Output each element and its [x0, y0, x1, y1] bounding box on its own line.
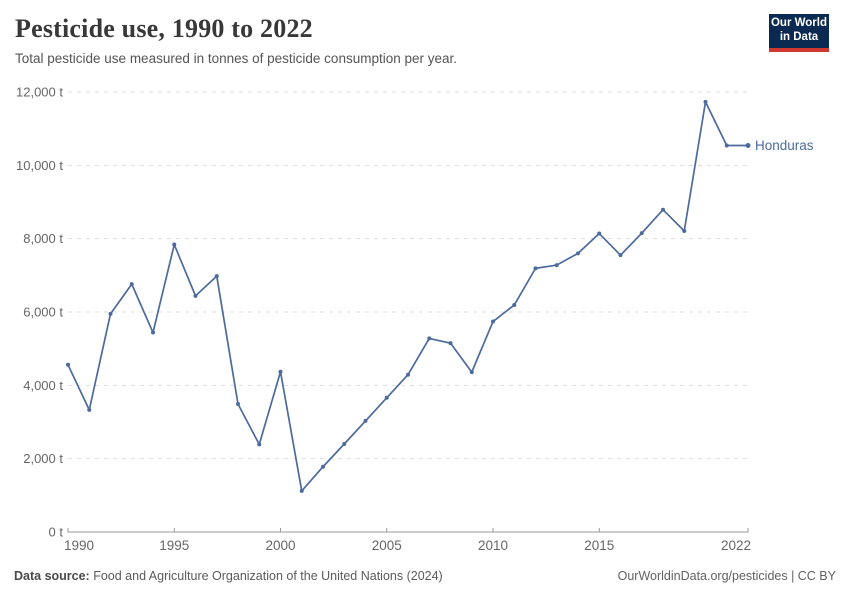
- y-tick-label: 4,000 t: [23, 378, 63, 393]
- data-point: [448, 341, 453, 346]
- data-point: [427, 336, 432, 341]
- owid-logo: Our World in Data: [769, 14, 829, 52]
- data-source-label: Data source:: [14, 569, 90, 583]
- x-tick-label: 2015: [584, 538, 614, 553]
- data-point: [236, 402, 240, 407]
- chart-footer: Data source: Food and Agriculture Organi…: [14, 569, 836, 583]
- data-point: [363, 418, 368, 423]
- chart-subtitle: Total pesticide use measured in tonnes o…: [15, 51, 458, 66]
- data-point: [703, 99, 708, 104]
- data-point: [491, 319, 495, 324]
- data-point: [193, 293, 198, 298]
- data-point: [257, 442, 262, 447]
- data-point: [576, 251, 580, 256]
- attribution-text: OurWorldinData.org/pesticides | CC BY: [617, 569, 836, 583]
- chart-title: Pesticide use, 1990 to 2022: [15, 14, 313, 43]
- data-point: [214, 274, 219, 279]
- data-point: [129, 282, 134, 287]
- data-point: [469, 370, 474, 375]
- x-tick-label: 2010: [478, 538, 508, 553]
- data-point: [533, 266, 538, 271]
- data-point: [278, 369, 283, 374]
- y-tick-label: 6,000 t: [23, 305, 63, 320]
- y-tick-label: 0 t: [49, 525, 64, 540]
- data-point: [87, 407, 92, 412]
- y-tick-label: 12,000 t: [16, 85, 63, 100]
- data-point: [724, 143, 729, 148]
- data-point: [554, 263, 559, 268]
- data-point: [406, 372, 410, 377]
- chart-header: Pesticide use, 1990 to 2022 Total pestic…: [15, 14, 755, 66]
- x-tick-label: 2000: [265, 538, 295, 553]
- x-tick-label: 2022: [721, 538, 751, 553]
- data-point: [597, 231, 602, 236]
- x-tick-label: 1990: [64, 538, 94, 553]
- data-point: [661, 207, 665, 212]
- x-tick-label: 2005: [372, 538, 402, 553]
- y-tick-label: 2,000 t: [23, 451, 63, 466]
- series-end-label: Honduras: [755, 138, 814, 153]
- data-point: [108, 311, 113, 316]
- data-point: [384, 395, 389, 400]
- y-tick-label: 8,000 t: [23, 231, 63, 246]
- owid-logo-line2: in Data: [779, 31, 819, 43]
- data-point: [639, 231, 644, 236]
- data-point: [321, 464, 325, 469]
- data-point: [618, 253, 623, 258]
- data-line: [67, 101, 749, 492]
- data-point: [172, 242, 177, 247]
- data-point: [745, 143, 751, 149]
- data-point: [299, 488, 304, 493]
- data-source: Data source: Food and Agriculture Organi…: [14, 569, 443, 583]
- data-point: [682, 228, 687, 233]
- data-point: [151, 330, 155, 335]
- owid-logo-line1: Our World: [770, 17, 827, 30]
- data-point: [342, 442, 347, 446]
- x-tick-label: 1995: [159, 538, 189, 553]
- data-point: [66, 362, 70, 367]
- data-source-text: Food and Agriculture Organization of the…: [89, 569, 443, 583]
- y-tick-label: 10,000 t: [16, 158, 63, 173]
- data-point: [512, 303, 517, 308]
